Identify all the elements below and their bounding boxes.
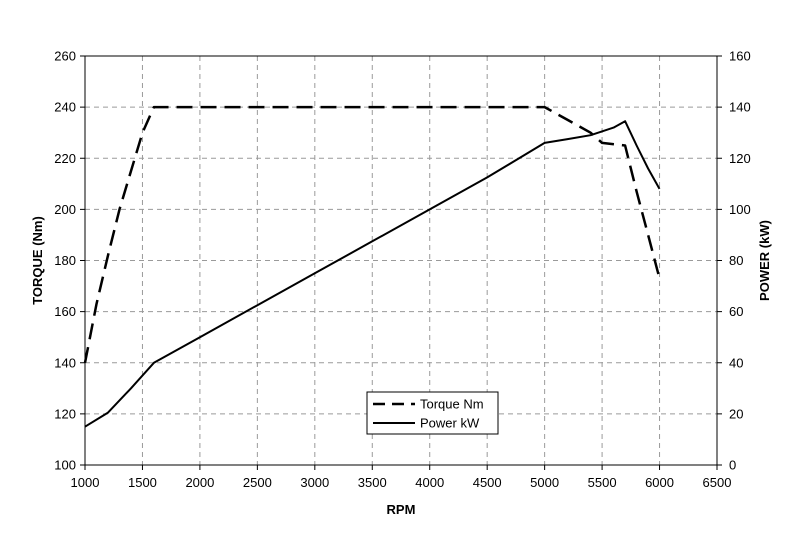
x-tick-label: 6000 [645, 475, 674, 490]
legend-label-power: Power kW [420, 416, 480, 431]
y-tick-label: 120 [54, 406, 76, 421]
x-tick-label: 4000 [415, 475, 444, 490]
legend-label-torque: Torque Nm [420, 397, 484, 412]
y-tick-label: 260 [54, 49, 76, 64]
x-tick-label: 5000 [530, 475, 559, 490]
y-tick-label: 160 [54, 304, 76, 319]
y2-tick-label: 20 [729, 406, 743, 421]
legend: Torque Nm Power kW [366, 391, 499, 435]
x-tick-label: 3500 [358, 475, 387, 490]
y2-tick-label: 120 [729, 151, 751, 166]
y-tick-label: 180 [54, 253, 76, 268]
legend-box [366, 391, 499, 435]
y2-tick-label: 60 [729, 304, 743, 319]
x-axis-title: RPM [387, 502, 416, 517]
x-tick-label: 2000 [185, 475, 214, 490]
x-tick-label: 2500 [243, 475, 272, 490]
y2-tick-label: 40 [729, 355, 743, 370]
y-axis-title: TORQUE (Nm) [30, 216, 45, 305]
series-line-power [84, 120, 661, 428]
x-tick-label: 3000 [300, 475, 329, 490]
x-tick-label: 1500 [128, 475, 157, 490]
axis-ticks: 1000 1500 2000 2500 3000 3500 4000 4500 5000 5500… [54, 49, 750, 491]
y2-tick-label: 0 [729, 458, 736, 473]
y-tick-label: 220 [54, 151, 76, 166]
y-tick-label: 240 [54, 100, 76, 115]
y-tick-label: 100 [54, 458, 76, 473]
y2-tick-label: 80 [729, 253, 743, 268]
y2-tick-label: 100 [729, 202, 751, 217]
series-lines [83, 105, 661, 428]
x-tick-label: 5500 [588, 475, 617, 490]
x-tick-label: 6500 [703, 475, 732, 490]
y-tick-label: 200 [54, 202, 76, 217]
y2-axis-title: POWER (kW) [757, 220, 772, 301]
y2-tick-label: 140 [729, 100, 751, 115]
x-tick-label: 1000 [71, 475, 100, 490]
y2-tick-label: 160 [729, 49, 751, 64]
x-tick-label: 4500 [473, 475, 502, 490]
y-tick-label: 140 [54, 355, 76, 370]
series-line-torque [83, 105, 661, 364]
